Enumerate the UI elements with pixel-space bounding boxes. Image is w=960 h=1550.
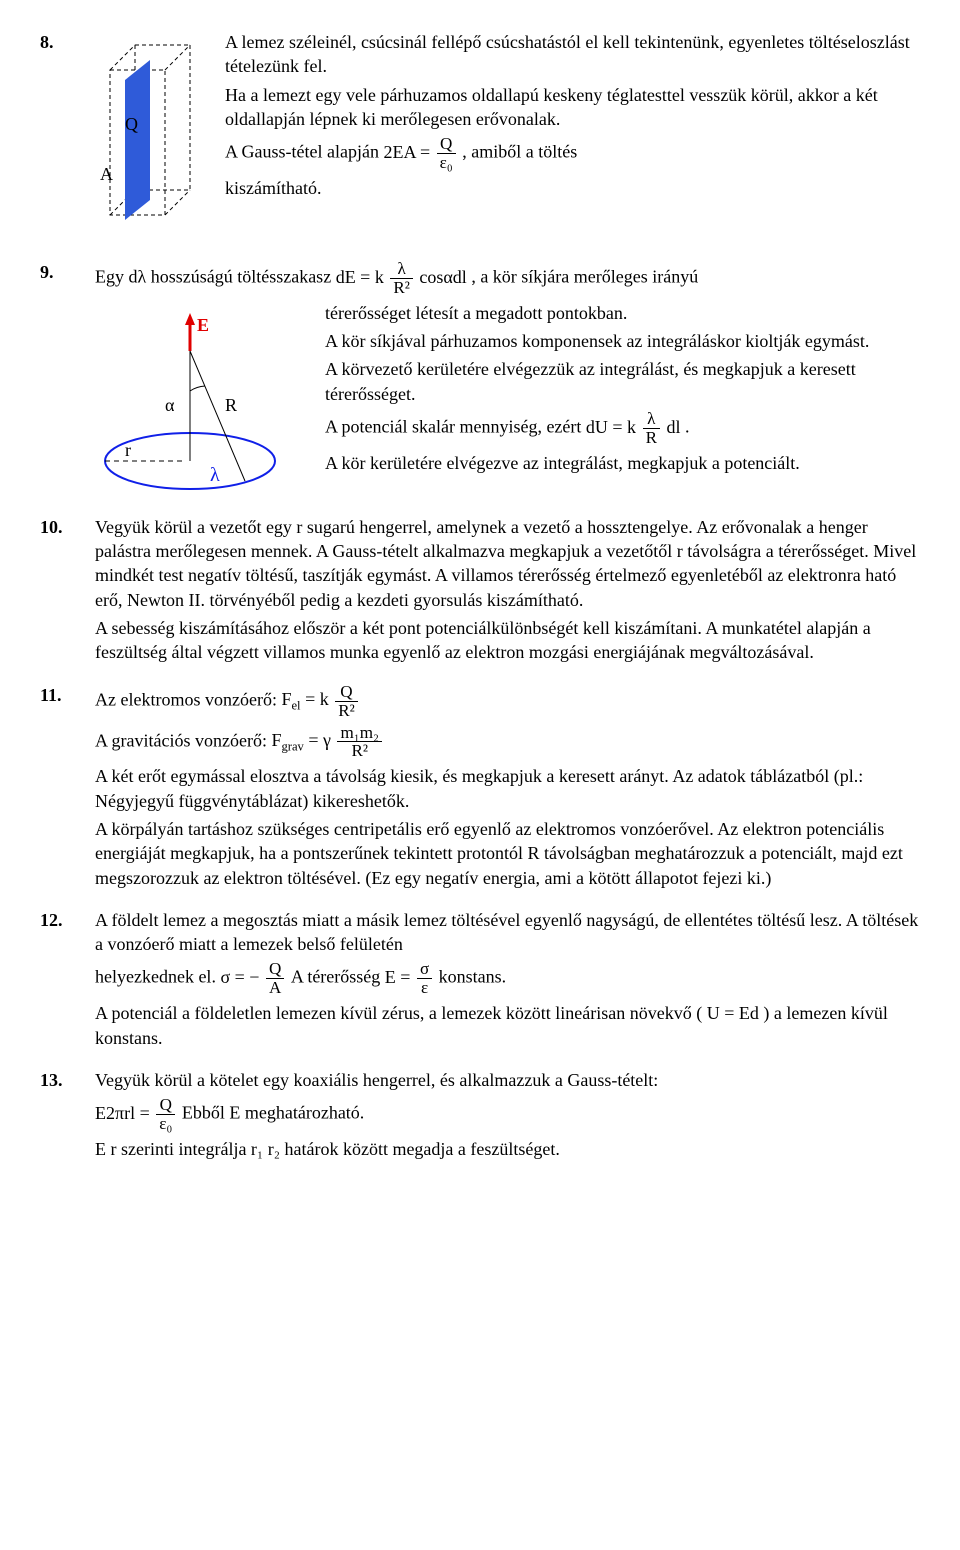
label-r: r	[125, 440, 131, 460]
formula-dE: dE = k λR² cosαdl	[336, 267, 472, 287]
text: A potenciál a földeletlen lemezen kívül …	[95, 1001, 920, 1050]
figure-9: E R α r λ	[95, 301, 305, 501]
label-lambda: λ	[210, 464, 220, 486]
angle-arc	[190, 386, 205, 391]
text: Ha a lemezt egy vele párhuzamos oldallap…	[225, 83, 920, 132]
text: kiszámítható.	[225, 176, 920, 200]
label-E: E	[197, 315, 209, 335]
label-alpha: α	[165, 395, 175, 415]
problem-8: 8. Q A	[40, 30, 920, 230]
figure-8: Q A	[95, 30, 205, 230]
ring-diagram: E R α r λ	[95, 301, 305, 501]
text: A gravitációs vonzóerő: Fgrav = γ m₁m₂R²	[95, 724, 920, 761]
text: A kör síkjával párhuzamos komponensek az…	[325, 329, 920, 353]
text: A földelt lemez a megosztás miatt a mási…	[95, 908, 920, 957]
item-number: 10.	[40, 515, 95, 539]
item-number: 8.	[40, 30, 95, 54]
problem-11: 11. Az elektromos vonzóerő: Fel = k QR² …	[40, 683, 920, 894]
label-Q: Q	[125, 114, 138, 134]
item-number: 13.	[40, 1068, 95, 1092]
formula-cylinder-gauss: E2πrl = Qε₀	[95, 1103, 182, 1123]
text: A körpályán tartáshoz szükséges centripe…	[95, 817, 920, 890]
text: E2πrl = Qε₀ Ebből E meghatározható.	[95, 1096, 920, 1133]
label-A: A	[100, 164, 113, 184]
text: Egy dλ hosszúságú töltésszakasz dE = k λ…	[95, 260, 920, 297]
text: Az elektromos vonzóerő: Fel = k QR²	[95, 683, 920, 720]
problem-9: 9. Egy dλ hosszúságú töltésszakasz dE = …	[40, 260, 920, 501]
cuboid-diagram: Q A	[95, 30, 205, 230]
item-body: Vegyük körül a vezetőt egy r sugarú heng…	[95, 515, 920, 669]
text: A körvezető kerületére elvégezzük az int…	[325, 357, 920, 406]
formula-sigma: σ = − QA	[220, 967, 290, 987]
item-number: 11.	[40, 683, 95, 707]
text: Vegyük körül a kötelet egy koaxiális hen…	[95, 1068, 920, 1092]
formula-Fel: Fel = k QR²	[281, 689, 359, 709]
E-arrowhead	[185, 313, 195, 325]
item-body: Az elektromos vonzóerő: Fel = k QR² A gr…	[95, 683, 920, 894]
item-body: Vegyük körül a kötelet egy koaxiális hen…	[95, 1068, 920, 1165]
item-body: Q A A lemez széleinél, csúcsinál fellépő…	[95, 30, 920, 230]
problem-12: 12. A földelt lemez a megosztás miatt a …	[40, 908, 920, 1054]
charged-plate	[125, 60, 150, 220]
formula-E-sigma: E = σε	[385, 967, 439, 987]
text: A potenciál skalár mennyiség, ezért dU =…	[325, 410, 920, 447]
problem-10: 10. Vegyük körül a vezetőt egy r sugarú …	[40, 515, 920, 669]
formula-dU: dU = k λR dl	[586, 417, 685, 437]
text: A Gauss-tétel alapján 2EA = Qε₀ , amiből…	[225, 135, 920, 172]
text: Vegyük körül a vezetőt egy r sugarú heng…	[95, 515, 920, 612]
text: térerősséget létesít a megadott pontokba…	[325, 301, 920, 325]
formula-gauss: 2EA = Qε₀	[383, 142, 462, 162]
text: A lemez széleinél, csúcsinál fellépő csú…	[225, 30, 920, 79]
text: A sebesség kiszámításához először a két …	[95, 616, 920, 665]
text: helyezkednek el. σ = − QA A térerősség E…	[95, 960, 920, 997]
text: A két erőt egymással elosztva a távolság…	[95, 764, 920, 813]
label-R: R	[225, 395, 237, 415]
slant-R	[190, 351, 245, 481]
item-body: Egy dλ hosszúságú töltésszakasz dE = k λ…	[95, 260, 920, 501]
text: A kör kerületére elvégezve az integrálás…	[325, 451, 920, 475]
item-number: 9.	[40, 260, 95, 284]
problem-13: 13. Vegyük körül a kötelet egy koaxiális…	[40, 1068, 920, 1165]
text: E r szerinti integrálja r₁ r₂ határok kö…	[95, 1137, 920, 1161]
item-number: 12.	[40, 908, 95, 932]
formula-Fgrav: Fgrav = γ m₁m₂R²	[271, 730, 384, 750]
item-body: A földelt lemez a megosztás miatt a mási…	[95, 908, 920, 1054]
